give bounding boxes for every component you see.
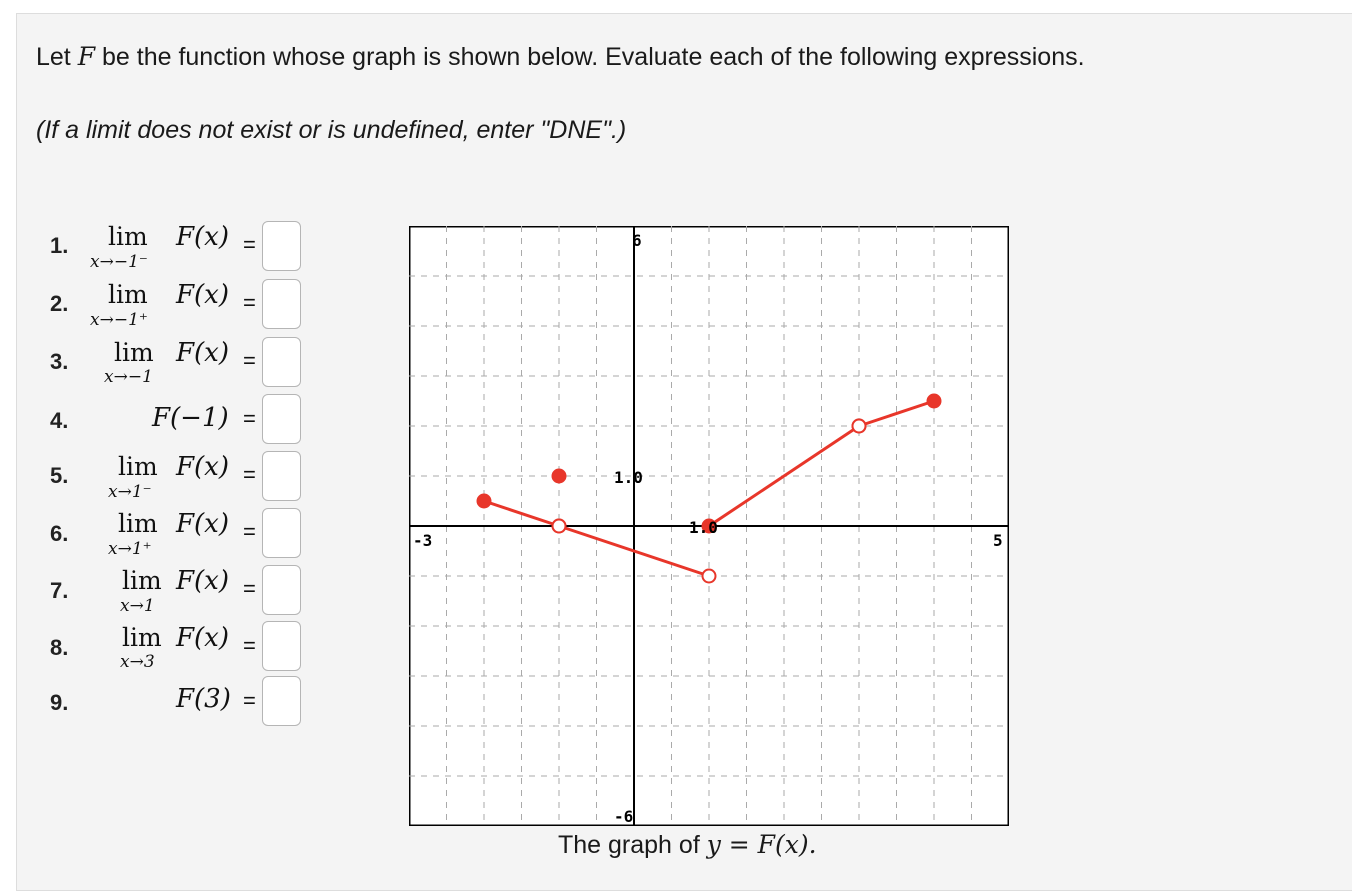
answer-input-8[interactable]	[262, 621, 301, 671]
caption-math: y = F(x).	[706, 830, 817, 859]
item-number: 3.	[50, 349, 69, 374]
function-text: F(x)	[176, 452, 229, 482]
answer-input-2[interactable]	[262, 279, 301, 329]
function-expression: F(x)	[176, 566, 229, 596]
lim-subscript: x→−1	[104, 367, 153, 387]
answer-input-3[interactable]	[262, 337, 301, 387]
lim-subscript: x→3	[120, 652, 155, 672]
lim-subscript: x→−1⁺	[90, 310, 148, 330]
y-tick-label: 1.0	[614, 468, 643, 487]
dne-hint: (If a limit does not exist or is undefin…	[36, 116, 627, 144]
graph-canvas: 6 -6 -3 5 1.0 1.0	[408, 225, 1010, 827]
curve-segment	[557, 524, 711, 578]
lim-subscript: x→1⁺	[108, 539, 152, 559]
closed-point	[926, 393, 942, 409]
curve-segment	[707, 424, 861, 528]
equals-sign: =	[243, 519, 256, 544]
function-text: F(x)	[176, 280, 229, 310]
answer-input-7[interactable]	[262, 565, 301, 615]
function-text: F(x)	[176, 222, 229, 252]
intro-text-before: Let	[36, 43, 78, 71]
curve-segment	[482, 499, 561, 528]
y-max-label: 6	[632, 231, 642, 250]
lim-word: lim	[108, 280, 148, 309]
closed-point	[701, 518, 717, 534]
item-number: 6.	[50, 521, 69, 546]
y-min-label: -6	[614, 807, 633, 826]
equals-sign: =	[243, 576, 256, 601]
function-expression: F(x)	[176, 623, 229, 653]
open-point	[551, 518, 567, 534]
intro-text-after: be the function whose graph is shown bel…	[95, 43, 1085, 71]
function-text: F(x)	[176, 566, 229, 596]
caption-text: The graph of	[558, 831, 707, 859]
problem-intro: Let F be the function whose graph is sho…	[36, 42, 1085, 72]
function-name: F	[77, 42, 96, 71]
function-text: F(x)	[176, 623, 229, 653]
answer-input-1[interactable]	[262, 221, 301, 271]
open-point	[701, 568, 717, 584]
graph-caption: The graph of y = F(x).	[558, 830, 817, 860]
function-expression: F(x)	[176, 280, 229, 310]
lim-subscript: x→1⁻	[108, 482, 152, 502]
answer-input-9[interactable]	[262, 676, 301, 726]
answer-input-4[interactable]	[262, 394, 301, 444]
item-number: 4.	[50, 408, 69, 433]
x-min-label: -3	[413, 531, 432, 550]
curve	[482, 399, 936, 578]
lim-word: lim	[118, 452, 158, 481]
equals-sign: =	[243, 462, 256, 487]
lim-word: lim	[114, 338, 154, 367]
lim-word: lim	[118, 509, 158, 538]
function-text: F(3)	[176, 684, 231, 714]
function-text: F(−1)	[152, 403, 229, 433]
function-expression: F(x)	[176, 509, 229, 539]
open-point	[851, 418, 867, 434]
lim-word: lim	[122, 623, 162, 652]
function-expression: F(3)	[176, 684, 231, 714]
answer-input-6[interactable]	[262, 508, 301, 558]
function-text: F(x)	[176, 509, 229, 539]
lim-word: lim	[108, 222, 148, 251]
item-number: 2.	[50, 291, 69, 316]
function-graph: 6 -6 -3 5 1.0 1.0	[408, 225, 1010, 827]
lim-word: lim	[122, 566, 162, 595]
item-number: 5.	[50, 463, 69, 488]
item-number: 8.	[50, 635, 69, 660]
function-expression: F(x)	[176, 222, 229, 252]
x-tick-label: 1.0	[689, 518, 718, 537]
item-number: 9.	[50, 690, 69, 715]
item-number: 1.	[50, 233, 69, 258]
equals-sign: =	[243, 348, 256, 373]
curve-points	[476, 393, 942, 584]
closed-point	[476, 493, 492, 509]
equals-sign: =	[243, 290, 256, 315]
item-number: 7.	[50, 578, 69, 603]
function-expression: F(x)	[176, 338, 229, 368]
x-max-label: 5	[993, 531, 1003, 550]
equals-sign: =	[243, 232, 256, 257]
function-expression: F(x)	[176, 452, 229, 482]
equals-sign: =	[243, 633, 256, 658]
function-text: F(x)	[176, 338, 229, 368]
equals-sign: =	[243, 406, 256, 431]
equals-sign: =	[243, 688, 256, 713]
closed-point	[551, 468, 567, 484]
curve-segment	[857, 399, 936, 428]
lim-subscript: x→−1⁻	[90, 252, 148, 272]
answer-input-5[interactable]	[262, 451, 301, 501]
function-expression: F(−1)	[152, 403, 229, 433]
lim-subscript: x→1	[120, 596, 155, 616]
